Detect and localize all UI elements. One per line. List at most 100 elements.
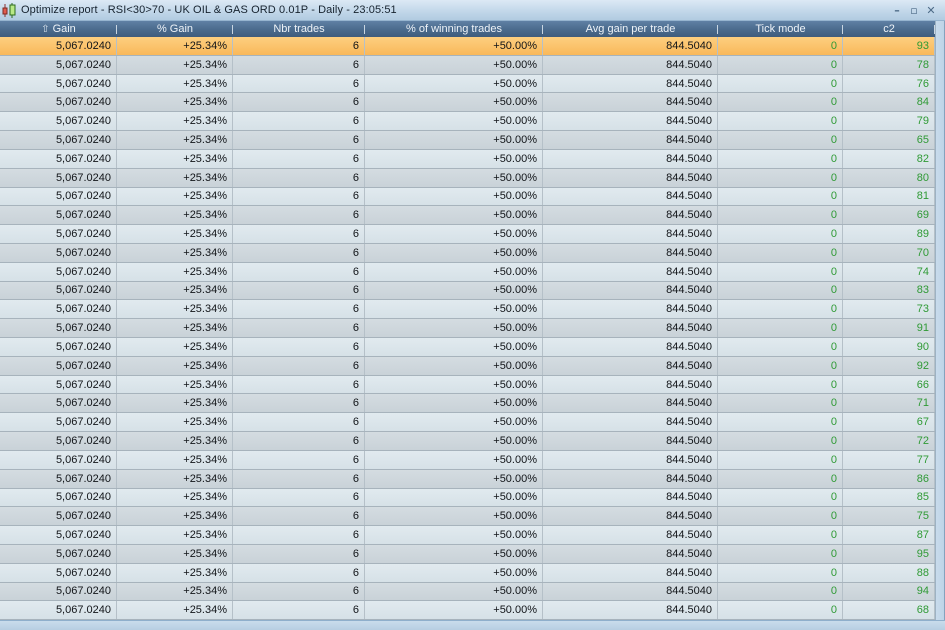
column-header-nbr_trades[interactable]: Nbr trades [233, 21, 365, 37]
cell-pct_gain: +25.34% [117, 74, 233, 93]
cell-tick_mode: 0 [718, 281, 843, 300]
table-row[interactable]: 5,067.0240 +25.34% 6 +50.00% 844.5040 0 84 [0, 93, 935, 113]
cell-nbr_trades: 6 [233, 469, 365, 488]
cell-avg_gain: 844.5040 [543, 225, 718, 243]
table-row[interactable]: 5,067.0240 +25.34% 6 +50.00% 844.5040 0 80 [0, 168, 935, 188]
table-row[interactable]: 5,067.0240 +25.34% 6 +50.00% 844.5040 0 76 [0, 74, 935, 94]
cell-gain: 5,067.0240 [0, 394, 117, 413]
table-row[interactable]: 5,067.0240 +25.34% 6 +50.00% 844.5040 0 67 [0, 413, 935, 433]
table-row[interactable]: 5,067.0240 +25.34% 6 +50.00% 844.5040 0 78 [0, 55, 935, 75]
cell-pct_gain: +25.34% [117, 394, 233, 413]
cell-tick_mode: 0 [718, 243, 843, 262]
column-header-gain[interactable]: ⇧ Gain [0, 21, 117, 37]
cell-avg_gain: 844.5040 [543, 544, 718, 563]
table-row[interactable]: 5,067.0240 +25.34% 6 +50.00% 844.5040 0 73 [0, 300, 935, 320]
cell-pct_winning: +50.00% [365, 356, 543, 375]
column-header-avg_gain[interactable]: Avg gain per trade [543, 21, 718, 37]
table-row[interactable]: 5,067.0240 +25.34% 6 +50.00% 844.5040 0 72 [0, 432, 935, 451]
table-row[interactable]: 5,067.0240 +25.34% 6 +50.00% 844.5040 0 66 [0, 375, 935, 395]
cell-gain: 5,067.0240 [0, 206, 117, 225]
table-row[interactable]: 5,067.0240 +25.34% 6 +50.00% 844.5040 0 90 [0, 338, 935, 357]
cell-avg_gain: 844.5040 [543, 168, 718, 187]
window-titlebar[interactable]: Optimize report - RSI<30>70 - UK OIL & G… [0, 0, 945, 21]
cell-tick_mode: 0 [718, 262, 843, 281]
table-row[interactable]: 5,067.0240 +25.34% 6 +50.00% 844.5040 0 86 [0, 469, 935, 489]
cell-avg_gain: 844.5040 [543, 375, 718, 394]
cell-c2: 73 [843, 300, 935, 319]
table-row[interactable]: 5,067.0240 +25.34% 6 +50.00% 844.5040 0 95 [0, 544, 935, 564]
cell-avg_gain: 844.5040 [543, 55, 718, 74]
cell-c2: 89 [843, 225, 935, 243]
column-header-pct_winning[interactable]: % of winning trades [365, 21, 543, 37]
cell-nbr_trades: 6 [233, 507, 365, 526]
cell-avg_gain: 844.5040 [543, 507, 718, 526]
cell-c2: 72 [843, 432, 935, 450]
table-row[interactable]: 5,067.0240 +25.34% 6 +50.00% 844.5040 0 70 [0, 243, 935, 263]
table-row[interactable]: 5,067.0240 +25.34% 6 +50.00% 844.5040 0 79 [0, 112, 935, 132]
table-row[interactable]: 5,067.0240 +25.34% 6 +50.00% 844.5040 0 92 [0, 356, 935, 376]
cell-c2: 93 [843, 37, 935, 55]
close-button[interactable]: ✕ [926, 3, 936, 17]
cell-avg_gain: 844.5040 [543, 187, 718, 206]
column-label: Nbr trades [273, 23, 325, 35]
cell-tick_mode: 0 [718, 187, 843, 206]
cell-nbr_trades: 6 [233, 375, 365, 394]
cell-gain: 5,067.0240 [0, 526, 117, 544]
table-row[interactable]: 5,067.0240 +25.34% 6 +50.00% 844.5040 0 93 [0, 37, 935, 56]
column-header-c2[interactable]: c2 [843, 21, 935, 37]
cell-pct_gain: +25.34% [117, 168, 233, 187]
cell-pct_winning: +50.00% [365, 413, 543, 432]
table-row[interactable]: 5,067.0240 +25.34% 6 +50.00% 844.5040 0 91 [0, 319, 935, 338]
cell-avg_gain: 844.5040 [543, 131, 718, 149]
table-row[interactable]: 5,067.0240 +25.34% 6 +50.00% 844.5040 0 85 [0, 488, 935, 508]
column-label: c2 [883, 23, 895, 35]
table-row[interactable]: 5,067.0240 +25.34% 6 +50.00% 844.5040 0 65 [0, 131, 935, 150]
cell-c2: 91 [843, 319, 935, 337]
table-row[interactable]: 5,067.0240 +25.34% 6 +50.00% 844.5040 0 75 [0, 507, 935, 527]
cell-avg_gain: 844.5040 [543, 469, 718, 488]
table-row[interactable]: 5,067.0240 +25.34% 6 +50.00% 844.5040 0 77 [0, 450, 935, 470]
cell-pct_winning: +50.00% [365, 526, 543, 544]
cell-pct_gain: +25.34% [117, 262, 233, 281]
cell-pct_winning: +50.00% [365, 450, 543, 469]
scrollbar-track[interactable] [935, 21, 945, 620]
table-row[interactable]: 5,067.0240 +25.34% 6 +50.00% 844.5040 0 71 [0, 394, 935, 414]
cell-c2: 88 [843, 563, 935, 582]
column-header-pct_gain[interactable]: % Gain [117, 21, 233, 37]
window-content: ⇧ Gain % Gain Nbr trades % of winning trades… [0, 21, 945, 621]
cell-pct_gain: +25.34% [117, 526, 233, 544]
table-row[interactable]: 5,067.0240 +25.34% 6 +50.00% 844.5040 0 83 [0, 281, 935, 301]
cell-gain: 5,067.0240 [0, 601, 117, 620]
cell-c2: 78 [843, 55, 935, 74]
minimize-button[interactable]: – [894, 3, 900, 17]
cell-avg_gain: 844.5040 [543, 281, 718, 300]
table-row[interactable]: 5,067.0240 +25.34% 6 +50.00% 844.5040 0 89 [0, 225, 935, 244]
table-row[interactable]: 5,067.0240 +25.34% 6 +50.00% 844.5040 0 81 [0, 187, 935, 207]
table-row[interactable]: 5,067.0240 +25.34% 6 +50.00% 844.5040 0 94 [0, 582, 935, 602]
cell-pct_gain: +25.34% [117, 187, 233, 206]
cell-nbr_trades: 6 [233, 55, 365, 74]
table-row[interactable]: 5,067.0240 +25.34% 6 +50.00% 844.5040 0 87 [0, 526, 935, 545]
cell-gain: 5,067.0240 [0, 319, 117, 337]
column-header-tick_mode[interactable]: Tick mode [718, 21, 843, 37]
cell-avg_gain: 844.5040 [543, 74, 718, 93]
cell-pct_gain: +25.34% [117, 338, 233, 356]
cell-gain: 5,067.0240 [0, 413, 117, 432]
cell-gain: 5,067.0240 [0, 93, 117, 112]
cell-pct_winning: +50.00% [365, 375, 543, 394]
table-row[interactable]: 5,067.0240 +25.34% 6 +50.00% 844.5040 0 69 [0, 206, 935, 226]
cell-gain: 5,067.0240 [0, 469, 117, 488]
table-row[interactable]: 5,067.0240 +25.34% 6 +50.00% 844.5040 0 68 [0, 601, 935, 621]
cell-c2: 85 [843, 488, 935, 507]
cell-pct_winning: +50.00% [365, 262, 543, 281]
maximize-button[interactable]: ▫ [910, 3, 918, 17]
cell-avg_gain: 844.5040 [543, 413, 718, 432]
table-row[interactable]: 5,067.0240 +25.34% 6 +50.00% 844.5040 0 82 [0, 149, 935, 169]
cell-gain: 5,067.0240 [0, 281, 117, 300]
cell-c2: 81 [843, 187, 935, 206]
table-row[interactable]: 5,067.0240 +25.34% 6 +50.00% 844.5040 0 88 [0, 563, 935, 583]
cell-pct_winning: +50.00% [365, 168, 543, 187]
cell-avg_gain: 844.5040 [543, 582, 718, 601]
table-row[interactable]: 5,067.0240 +25.34% 6 +50.00% 844.5040 0 74 [0, 262, 935, 282]
